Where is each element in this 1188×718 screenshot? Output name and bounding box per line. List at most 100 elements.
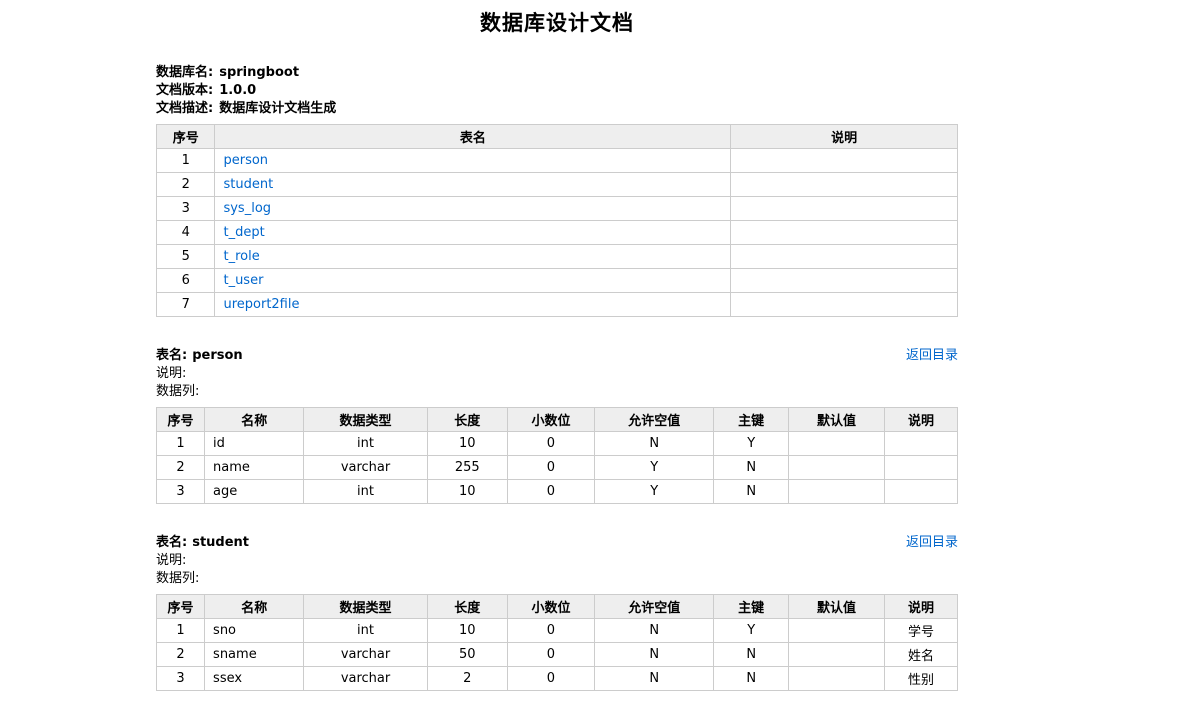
table-row: 1 person	[155, 148, 958, 173]
cell: id	[204, 431, 305, 456]
column-header: 允许空值	[594, 407, 715, 432]
table-link[interactable]: ureport2file	[223, 297, 300, 312]
cell: 学号	[884, 618, 958, 643]
table-link[interactable]: person	[223, 153, 269, 168]
table-row: 3 sys_log	[155, 196, 958, 221]
cell: 3	[155, 479, 206, 504]
cell	[730, 292, 958, 317]
cell	[787, 431, 886, 456]
cell: 6	[155, 268, 216, 293]
table-link[interactable]: t_role	[223, 249, 260, 264]
cell	[730, 268, 958, 293]
section-columns-label: 数据列:	[156, 571, 200, 586]
cell: N	[713, 642, 789, 667]
cell: int	[303, 431, 428, 456]
table-row: 3 age int 10 0 Y N	[155, 479, 958, 504]
table-link[interactable]: sys_log	[223, 201, 272, 216]
section-person: 表名: person 返回目录 说明: 数据列: 序号 名称 数据类型 长度 小数位 允许空…	[155, 347, 958, 504]
cell: N	[713, 666, 789, 691]
table-name-value: student	[192, 535, 250, 550]
cell: 0	[506, 618, 596, 643]
table-name-label: 表名:	[156, 535, 188, 550]
table-name-cell: t_dept	[214, 220, 732, 245]
column-header: 序号	[155, 407, 206, 432]
cell: varchar	[303, 455, 428, 480]
table-row: 1 id int 10 0 N Y	[155, 431, 958, 456]
cell: sname	[204, 642, 305, 667]
cell	[730, 196, 958, 221]
cell: 255	[426, 455, 508, 480]
cell: 7	[155, 292, 216, 317]
section-columns-label: 数据列:	[156, 384, 200, 399]
table-row: 6 t_user	[155, 268, 958, 293]
student-columns-table: 序号 名称 数据类型 长度 小数位 允许空值 主键 默认值 说明 1 sno int 10 0 N Y 学号 2…	[155, 594, 958, 691]
header-row: 序号 名称 数据类型 长度 小数位 允许空值 主键 默认值 说明	[155, 594, 958, 619]
cell: 0	[506, 479, 596, 504]
meta-value: springboot	[219, 65, 300, 80]
cell: 10	[426, 431, 508, 456]
table-row: 4 t_dept	[155, 220, 958, 245]
column-header: 默认值	[787, 407, 886, 432]
table-row: 2 name varchar 255 0 Y N	[155, 455, 958, 480]
cell	[730, 220, 958, 245]
section-desc-label: 说明:	[156, 553, 187, 568]
meta-label: 数据库名:	[156, 65, 214, 80]
cell: 4	[155, 220, 216, 245]
section-title: 表名: person	[156, 347, 248, 365]
cell: Y	[594, 455, 715, 480]
cell	[787, 666, 886, 691]
cell: 0	[506, 642, 596, 667]
cell: ssex	[204, 666, 305, 691]
table-link[interactable]: student	[223, 177, 274, 192]
section-title: 表名: student	[156, 534, 254, 552]
cell: varchar	[303, 666, 428, 691]
table-name-label: 表名:	[156, 348, 188, 363]
column-header: 小数位	[506, 594, 596, 619]
cell: sno	[204, 618, 305, 643]
cell: Y	[713, 618, 789, 643]
back-to-toc-link[interactable]: 返回目录	[905, 535, 958, 550]
cell	[884, 431, 958, 456]
column-header: 表名	[214, 124, 732, 149]
document-meta: 数据库名: springboot 文档版本: 1.0.0 文档描述: 数据库设计文档生…	[156, 64, 958, 118]
cell: 5	[155, 244, 216, 269]
cell: 2	[155, 455, 206, 480]
column-header: 主键	[713, 407, 789, 432]
cell	[787, 618, 886, 643]
column-header: 说明	[884, 407, 958, 432]
cell: 1	[155, 431, 206, 456]
cell: 3	[155, 196, 216, 221]
table-name-cell: person	[214, 148, 732, 173]
section-head: 表名: student 返回目录	[156, 534, 958, 552]
back-to-toc-link[interactable]: 返回目录	[905, 348, 958, 363]
cell: name	[204, 455, 305, 480]
column-header: 序号	[155, 594, 206, 619]
table-link[interactable]: t_dept	[223, 225, 265, 240]
cell	[730, 244, 958, 269]
header-row: 序号 名称 数据类型 长度 小数位 允许空值 主键 默认值 说明	[155, 407, 958, 432]
cell: N	[594, 666, 715, 691]
cell: 50	[426, 642, 508, 667]
column-header: 允许空值	[594, 594, 715, 619]
meta-value: 数据库设计文档生成	[219, 101, 337, 116]
cell	[730, 148, 958, 173]
header-row: 序号 表名 说明	[155, 124, 958, 149]
cell: N	[594, 431, 715, 456]
table-link[interactable]: t_user	[223, 273, 264, 288]
cell	[884, 455, 958, 480]
cell: 0	[506, 666, 596, 691]
column-header: 小数位	[506, 407, 596, 432]
document-page: 数据库设计文档 数据库名: springboot 文档版本: 1.0.0 文档描述:…	[155, 7, 958, 691]
cell	[787, 642, 886, 667]
meta-database-name: 数据库名: springboot	[156, 64, 958, 82]
meta-doc-description: 文档描述: 数据库设计文档生成	[156, 100, 958, 118]
cell: 姓名	[884, 642, 958, 667]
cell	[787, 455, 886, 480]
cell: 10	[426, 479, 508, 504]
table-name-cell: ureport2file	[214, 292, 732, 317]
cell: 3	[155, 666, 206, 691]
cell: N	[594, 618, 715, 643]
cell: Y	[594, 479, 715, 504]
cell: 10	[426, 618, 508, 643]
cell: 2	[426, 666, 508, 691]
